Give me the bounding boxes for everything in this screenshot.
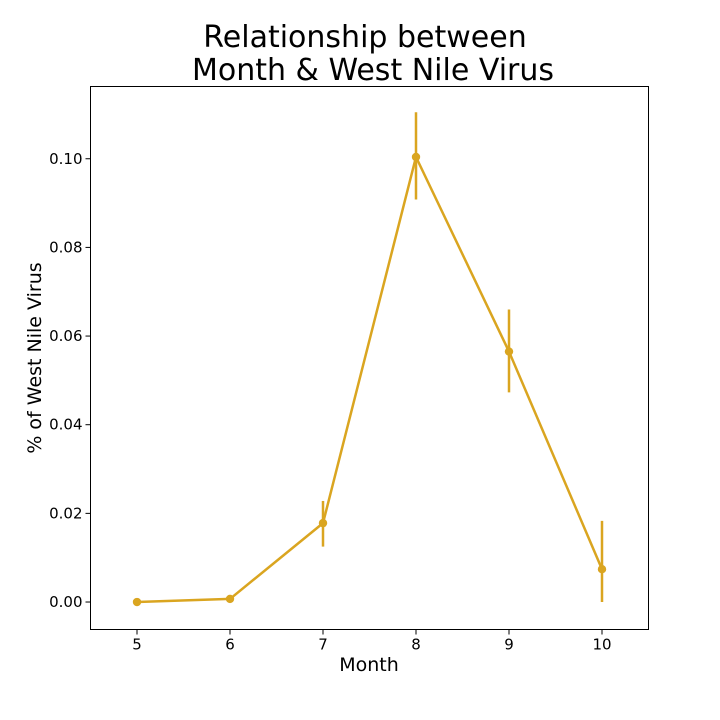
data-point [225,594,235,604]
y-axis-label: % of West Nile Virus [24,262,46,453]
y-tick-label: 0.08 [49,238,82,256]
chart-title-line-2: Month & West Nile Virus [192,53,554,88]
chart-title-line-1: Relationship between [203,20,526,55]
x-tick-label: 6 [225,636,235,654]
data-point [318,518,328,528]
data-point [597,565,607,574]
x-tick-label: 9 [504,636,514,654]
data-point [132,597,142,607]
plot-area [90,86,649,630]
y-tick-label: 0.10 [49,150,82,168]
data-point [504,347,514,356]
series-layer [132,112,607,607]
y-tick-label: 0.00 [49,593,82,611]
y-tick-label: 0.06 [49,327,82,345]
x-tick-label: 8 [411,636,421,654]
ticks-layer: 5 6 7 8 9 10 0.00 0.02 0.04 0.06 0.08 0.10 [49,150,611,654]
x-axis-label: Month [339,654,399,676]
y-tick-label: 0.04 [49,416,82,434]
series-line [136,155,604,604]
x-tick-label: 5 [132,636,142,654]
data-point [411,152,421,162]
x-tick-label: 7 [318,636,328,654]
y-tick-label: 0.02 [49,504,82,522]
x-tick-label: 10 [592,636,611,654]
